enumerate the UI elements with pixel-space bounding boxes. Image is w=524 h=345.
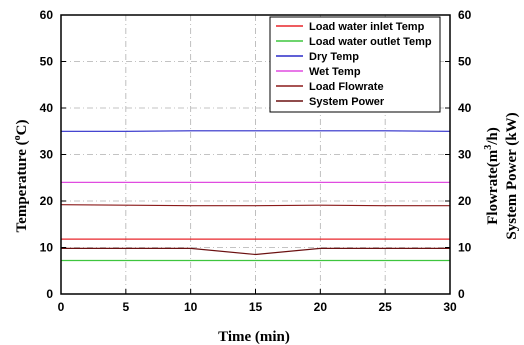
y2-tick-label: 50 [458, 55, 472, 69]
y-tick-label: 0 [46, 287, 53, 301]
y2-tick-label: 0 [458, 287, 465, 301]
y-right-axis-title-power: System Power (kW) [504, 112, 520, 239]
y-right-axis-title-flowrate: Flowrate(m3/h) [483, 127, 501, 224]
legend-label: Load Flowrate [309, 81, 384, 93]
legend-label: Load water outlet Temp [309, 36, 432, 48]
x-tick-label: 25 [378, 300, 392, 314]
y-left-ticks: 0 10 20 30 40 50 60 [40, 8, 66, 301]
series-line-4 [60, 204, 450, 207]
x-tick-label: 0 [58, 300, 65, 314]
x-tick-label: 20 [314, 300, 328, 314]
y2-tick-label: 10 [458, 241, 472, 255]
series-lines [60, 130, 451, 262]
y-left-axis-title: Temperature (oC) [12, 120, 30, 233]
y2-tick-label: 40 [458, 101, 472, 115]
y2-tick-label: 20 [458, 194, 472, 208]
x-tick-label: 15 [249, 300, 263, 314]
y-tick-label: 30 [40, 148, 54, 162]
y2-tick-label: 60 [458, 8, 472, 22]
x-tick-label: 30 [443, 300, 457, 314]
x-tick-label: 5 [122, 300, 129, 314]
x-ticks: 0 5 10 15 20 25 30 [58, 289, 457, 314]
legend-label: System Power [309, 96, 385, 108]
x-tick-label: 10 [184, 300, 198, 314]
legend-label: Dry Temp [309, 51, 359, 63]
series-line-5 [61, 247, 450, 256]
y-tick-label: 10 [40, 241, 54, 255]
legend-label: Wet Temp [309, 66, 361, 78]
y-tick-label: 20 [40, 194, 54, 208]
y-tick-label: 50 [40, 55, 54, 69]
series-line-2 [61, 130, 451, 132]
y2-tick-label: 30 [458, 148, 472, 162]
y-tick-label: 40 [40, 101, 54, 115]
legend-label: Load water inlet Temp [309, 21, 425, 33]
y-tick-label: 60 [40, 8, 54, 22]
legend: Load water inlet Temp Load water outlet T… [269, 16, 441, 113]
x-axis-title: Time (min) [218, 329, 290, 345]
legend-box [269, 16, 441, 113]
y-right-ticks: 0 10 20 30 40 50 60 [445, 8, 472, 301]
